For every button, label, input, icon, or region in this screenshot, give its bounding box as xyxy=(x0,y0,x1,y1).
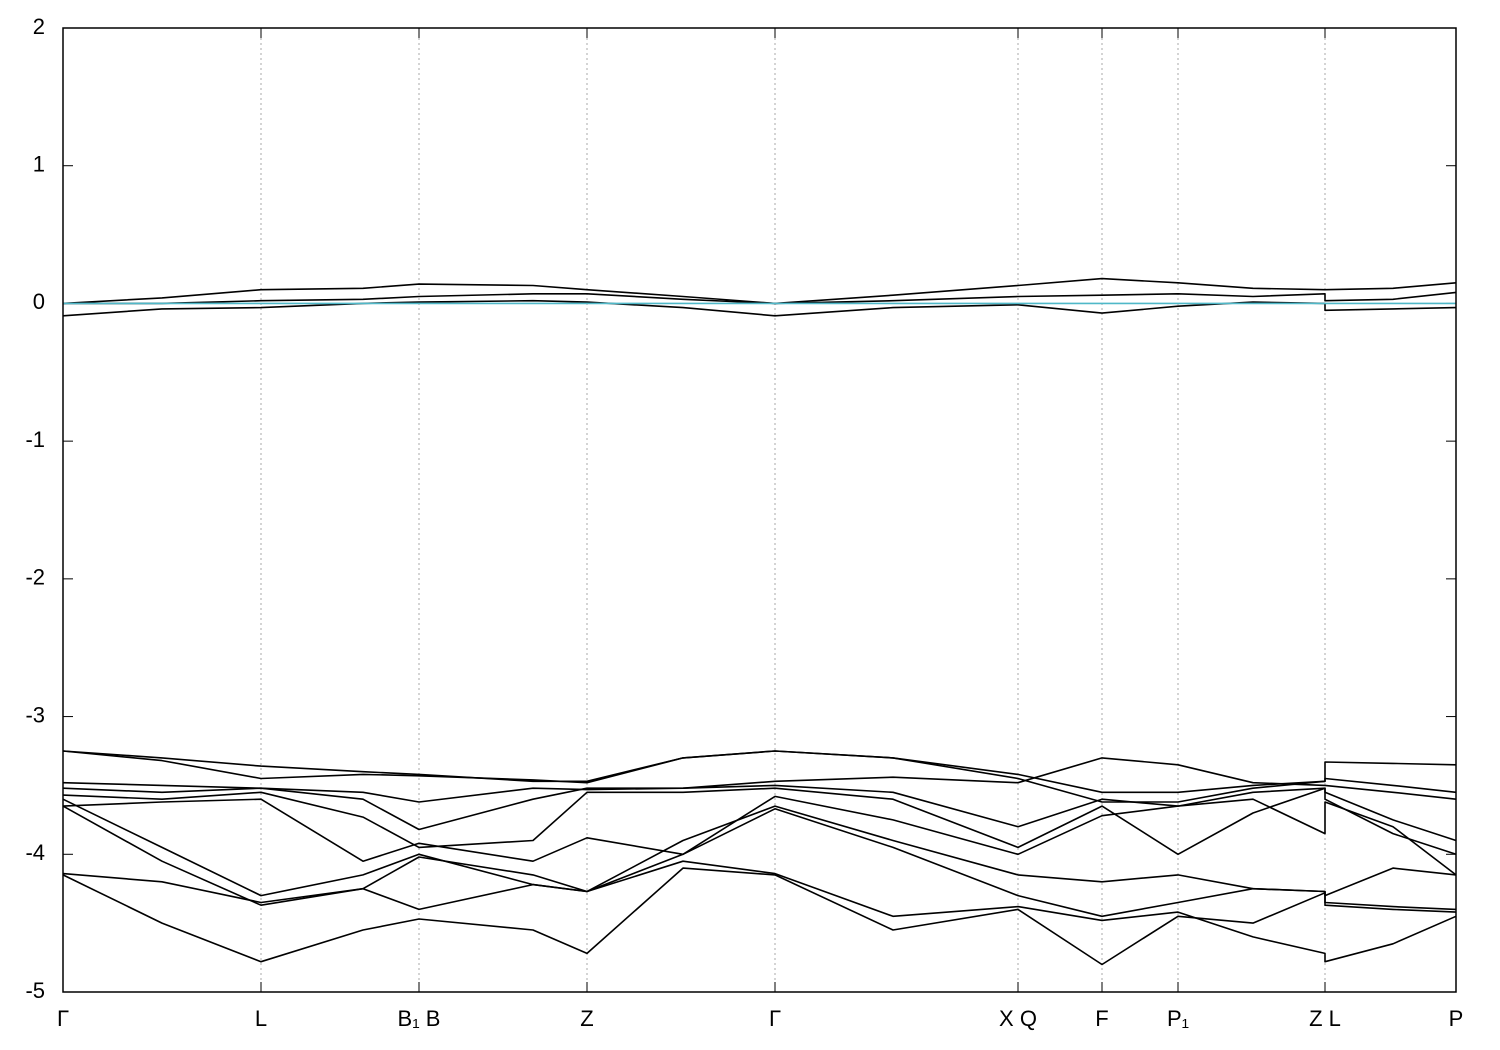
plot-frame xyxy=(62,27,1457,993)
band-line xyxy=(62,787,1457,856)
y-tick-label: -5 xyxy=(25,978,45,1003)
x-tick-label: Γ xyxy=(769,1006,781,1031)
x-tick-label: X Q xyxy=(999,1006,1037,1031)
x-tick-label: B₁ B xyxy=(398,1006,441,1031)
band-line xyxy=(62,750,1457,803)
band-line xyxy=(62,856,1457,963)
band-line xyxy=(62,867,1457,966)
x-tick-label: P₁ xyxy=(1167,1006,1189,1031)
band-line xyxy=(62,757,1457,803)
y-tick-label: -2 xyxy=(25,565,45,590)
y-tick-label: 2 xyxy=(33,14,45,39)
y-tick-label: -3 xyxy=(25,702,45,727)
x-tick-label: L xyxy=(255,1006,267,1031)
y-tick-label: 0 xyxy=(33,289,45,314)
x-tick-label: Γ xyxy=(57,1006,69,1031)
band-line xyxy=(63,291,1457,305)
x-tick-label: Z xyxy=(580,1006,593,1031)
x-tick-label: P xyxy=(1449,1006,1464,1031)
y-tick-label: -4 xyxy=(25,840,45,865)
band-line xyxy=(62,795,1457,876)
y-tick-label: -1 xyxy=(25,427,45,452)
x-tick-label: Z L xyxy=(1309,1006,1341,1031)
x-tick-label: F xyxy=(1095,1006,1108,1031)
y-tick-label: 1 xyxy=(33,152,45,177)
